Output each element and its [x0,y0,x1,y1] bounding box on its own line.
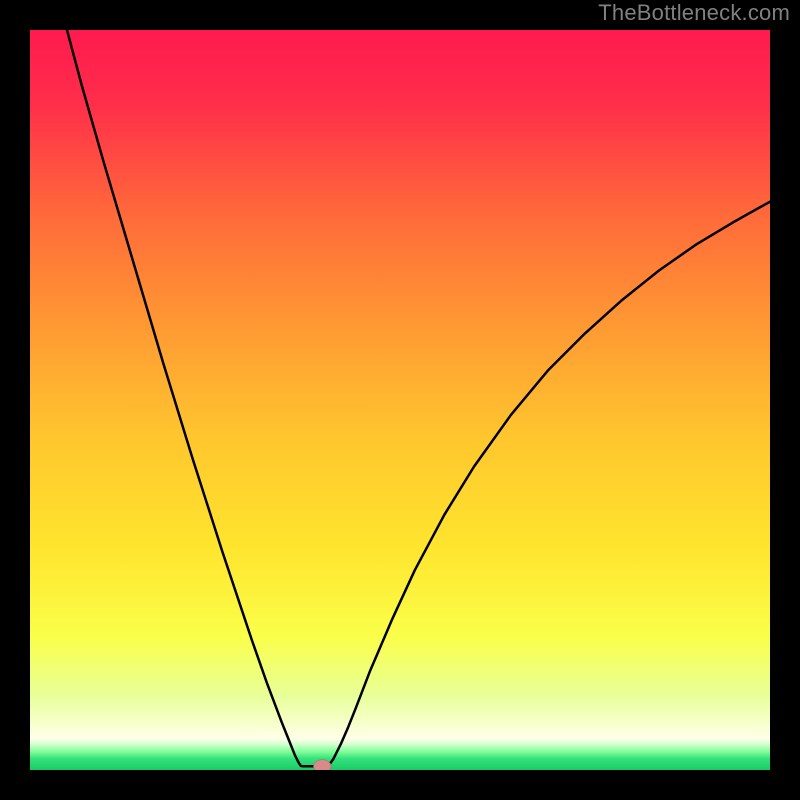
plot-svg [30,30,770,770]
chart-frame: TheBottleneck.com [0,0,800,800]
watermark-text: TheBottleneck.com [598,0,790,26]
gradient-background [30,30,770,770]
plot-area [30,30,770,770]
